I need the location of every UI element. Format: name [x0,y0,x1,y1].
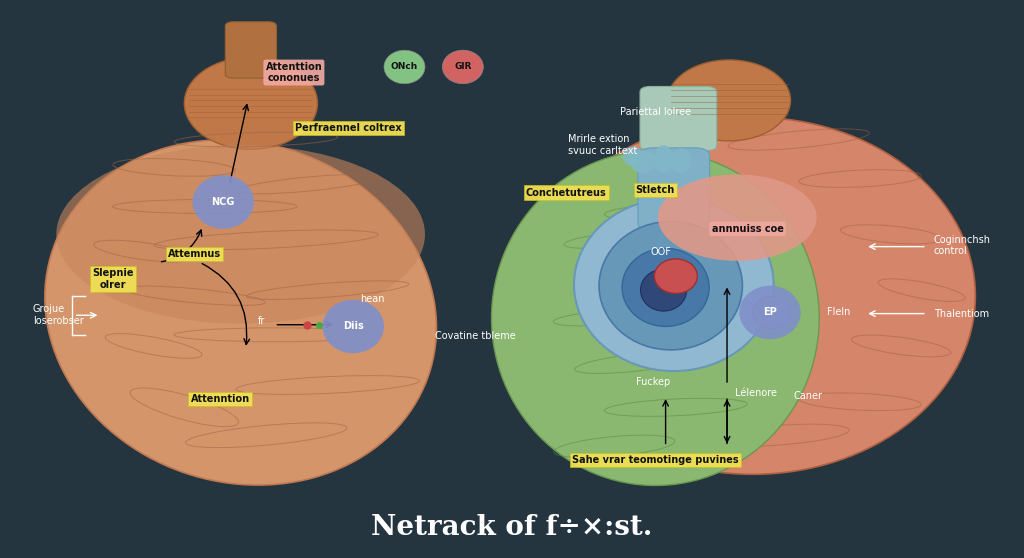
FancyBboxPatch shape [225,22,276,78]
Ellipse shape [641,270,686,311]
Ellipse shape [668,60,791,141]
Ellipse shape [573,198,774,371]
Ellipse shape [623,248,709,326]
Ellipse shape [739,286,801,339]
Ellipse shape [657,174,817,261]
Text: Coginnchsh
control: Coginnchsh control [934,235,991,256]
Text: Caner: Caner [794,391,822,401]
Ellipse shape [630,151,655,173]
Ellipse shape [753,296,792,329]
Ellipse shape [599,222,742,350]
Ellipse shape [671,148,691,173]
Text: Thalentiom: Thalentiom [934,309,989,319]
Ellipse shape [384,50,425,84]
Text: fr: fr [257,316,265,326]
Text: Stletch: Stletch [636,185,675,195]
Text: Diis: Diis [343,321,364,331]
Text: Slepnie
olrer: Slepnie olrer [92,268,133,290]
Ellipse shape [56,145,425,324]
Text: Attenntion: Attenntion [190,394,250,404]
Text: Covatine tbleme: Covatine tbleme [435,331,516,341]
Ellipse shape [530,117,976,474]
Text: Netrack of f÷×:st.: Netrack of f÷×:st. [372,514,652,541]
Text: Sahe vrar teomotinge puvines: Sahe vrar teomotinge puvines [572,455,738,465]
Ellipse shape [654,259,697,294]
Ellipse shape [442,50,483,84]
Text: EP: EP [763,307,777,318]
Text: Fuckep: Fuckep [636,377,671,387]
Text: OOF: OOF [650,247,671,257]
Ellipse shape [654,145,673,173]
Text: GlR: GlR [455,62,471,71]
Text: Fleln: Fleln [827,307,851,318]
Text: Pariettal lolree: Pariettal lolree [620,107,691,117]
Text: hean: hean [360,294,385,304]
Text: Lélenore: Lélenore [735,388,777,398]
Text: Attemnus: Attemnus [168,249,221,259]
Ellipse shape [492,151,819,485]
Text: Grojue
loserobser: Grojue loserobser [33,305,84,326]
Text: Conchetutreus: Conchetutreus [526,187,606,198]
Ellipse shape [323,300,384,353]
Ellipse shape [45,140,436,485]
FancyBboxPatch shape [638,148,710,232]
Text: Mrirle extion
svuuc carltext: Mrirle extion svuuc carltext [568,134,638,156]
Ellipse shape [184,57,317,150]
Text: Attenttion
cononues: Attenttion cononues [265,62,323,83]
Ellipse shape [193,175,254,229]
Text: annnuiss coe: annnuiss coe [712,224,783,234]
Text: NCG: NCG [212,197,234,207]
Ellipse shape [623,147,643,166]
Text: ONch: ONch [391,62,418,71]
FancyBboxPatch shape [640,86,717,151]
Text: Perfraennel coltrex: Perfraennel coltrex [295,123,401,133]
